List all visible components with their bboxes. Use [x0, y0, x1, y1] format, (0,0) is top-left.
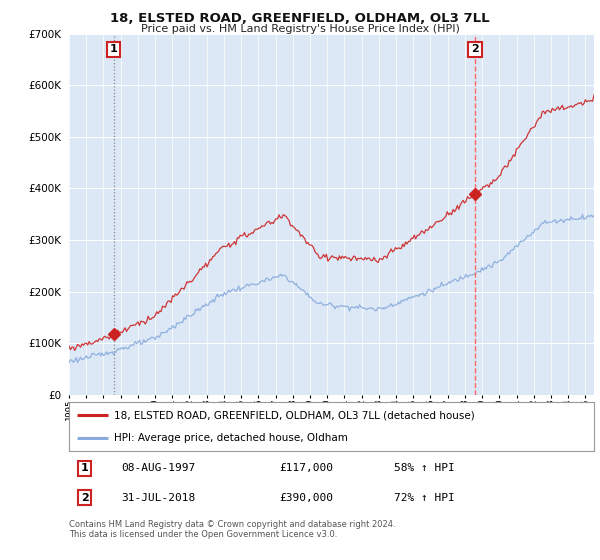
Text: 58% ↑ HPI: 58% ↑ HPI: [395, 463, 455, 473]
Text: 2: 2: [471, 44, 479, 54]
Text: 18, ELSTED ROAD, GREENFIELD, OLDHAM, OL3 7LL (detached house): 18, ELSTED ROAD, GREENFIELD, OLDHAM, OL3…: [113, 410, 475, 421]
Text: £117,000: £117,000: [279, 463, 333, 473]
Text: Contains HM Land Registry data © Crown copyright and database right 2024.
This d: Contains HM Land Registry data © Crown c…: [69, 520, 395, 539]
Text: 31-JUL-2018: 31-JUL-2018: [121, 493, 196, 503]
Text: 72% ↑ HPI: 72% ↑ HPI: [395, 493, 455, 503]
Text: 18, ELSTED ROAD, GREENFIELD, OLDHAM, OL3 7LL: 18, ELSTED ROAD, GREENFIELD, OLDHAM, OL3…: [110, 12, 490, 25]
Text: HPI: Average price, detached house, Oldham: HPI: Average price, detached house, Oldh…: [113, 433, 347, 444]
Text: £390,000: £390,000: [279, 493, 333, 503]
Text: 2: 2: [81, 493, 89, 503]
Text: 08-AUG-1997: 08-AUG-1997: [121, 463, 196, 473]
Text: 1: 1: [81, 463, 89, 473]
Text: Price paid vs. HM Land Registry's House Price Index (HPI): Price paid vs. HM Land Registry's House …: [140, 24, 460, 34]
Text: 1: 1: [110, 44, 118, 54]
